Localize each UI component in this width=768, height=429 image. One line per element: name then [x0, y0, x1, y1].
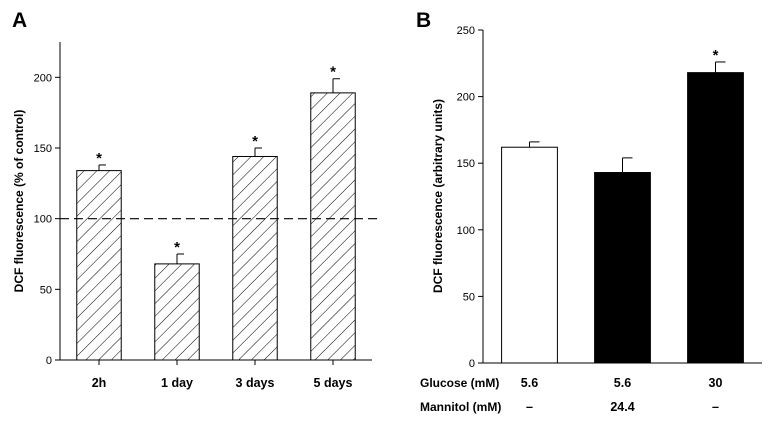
panel-a-y-label: DCF fluorescence (% of control) — [12, 110, 26, 293]
condition-row-label: Mannitol (mM) — [420, 400, 501, 414]
category-label: 2h — [92, 376, 107, 390]
bar — [594, 172, 651, 364]
bar — [310, 92, 356, 361]
condition-value: 30 — [709, 376, 723, 390]
panel-b-y-ticks: 0 50 100 150 200 250 — [457, 25, 483, 370]
panel-b-condition-rows: Glucose (mM) 5.6 5.6 30 Mannitol (mM) – 24.4 – — [420, 376, 722, 414]
condition-row-label: Glucose (mM) — [420, 376, 499, 390]
panel-a-label: A — [12, 9, 27, 32]
y-tick-label: 100 — [457, 225, 475, 237]
y-tick-label: 150 — [34, 143, 52, 155]
significance-marker: * — [330, 64, 336, 81]
y-tick-label: 0 — [46, 355, 52, 367]
panel-a-y-ticks: 0 50 100 150 200 — [34, 72, 60, 367]
category-label: 3 days — [236, 376, 275, 390]
panel-b: B * 0 50 100 150 200 250 Glucose (mM) 5.6 5.6 30… — [416, 9, 762, 414]
significance-marker: * — [96, 150, 102, 167]
bar — [232, 155, 278, 361]
panel-b-y-label: DCF fluorescence (arbitrary units) — [431, 99, 445, 293]
y-tick-label: 250 — [457, 25, 475, 37]
bar — [154, 263, 200, 361]
panel-b-bars: * — [501, 47, 744, 364]
panel-a-bars: * * * * — [60, 64, 380, 361]
bar — [76, 170, 122, 361]
y-tick-label: 0 — [469, 358, 475, 370]
bar — [687, 72, 744, 364]
condition-value: 24.4 — [610, 400, 634, 414]
y-tick-label: 50 — [40, 284, 52, 296]
y-tick-label: 150 — [457, 158, 475, 170]
panel-b-label: B — [416, 9, 431, 32]
condition-value: 5.6 — [614, 376, 631, 390]
condition-value: – — [526, 400, 533, 414]
y-tick-label: 50 — [463, 291, 475, 303]
y-tick-label: 200 — [34, 72, 52, 84]
category-label: 1 day — [161, 376, 193, 390]
bar — [501, 146, 558, 364]
y-tick-label: 100 — [34, 214, 52, 226]
category-label: 5 days — [314, 376, 353, 390]
significance-marker: * — [174, 239, 180, 256]
significance-marker: * — [713, 47, 719, 64]
panel-a-categories: 2h 1 day 3 days 5 days — [92, 360, 353, 390]
condition-value: 5.6 — [521, 376, 538, 390]
significance-marker: * — [252, 133, 258, 150]
y-tick-label: 200 — [457, 92, 475, 104]
condition-value: – — [712, 400, 719, 414]
